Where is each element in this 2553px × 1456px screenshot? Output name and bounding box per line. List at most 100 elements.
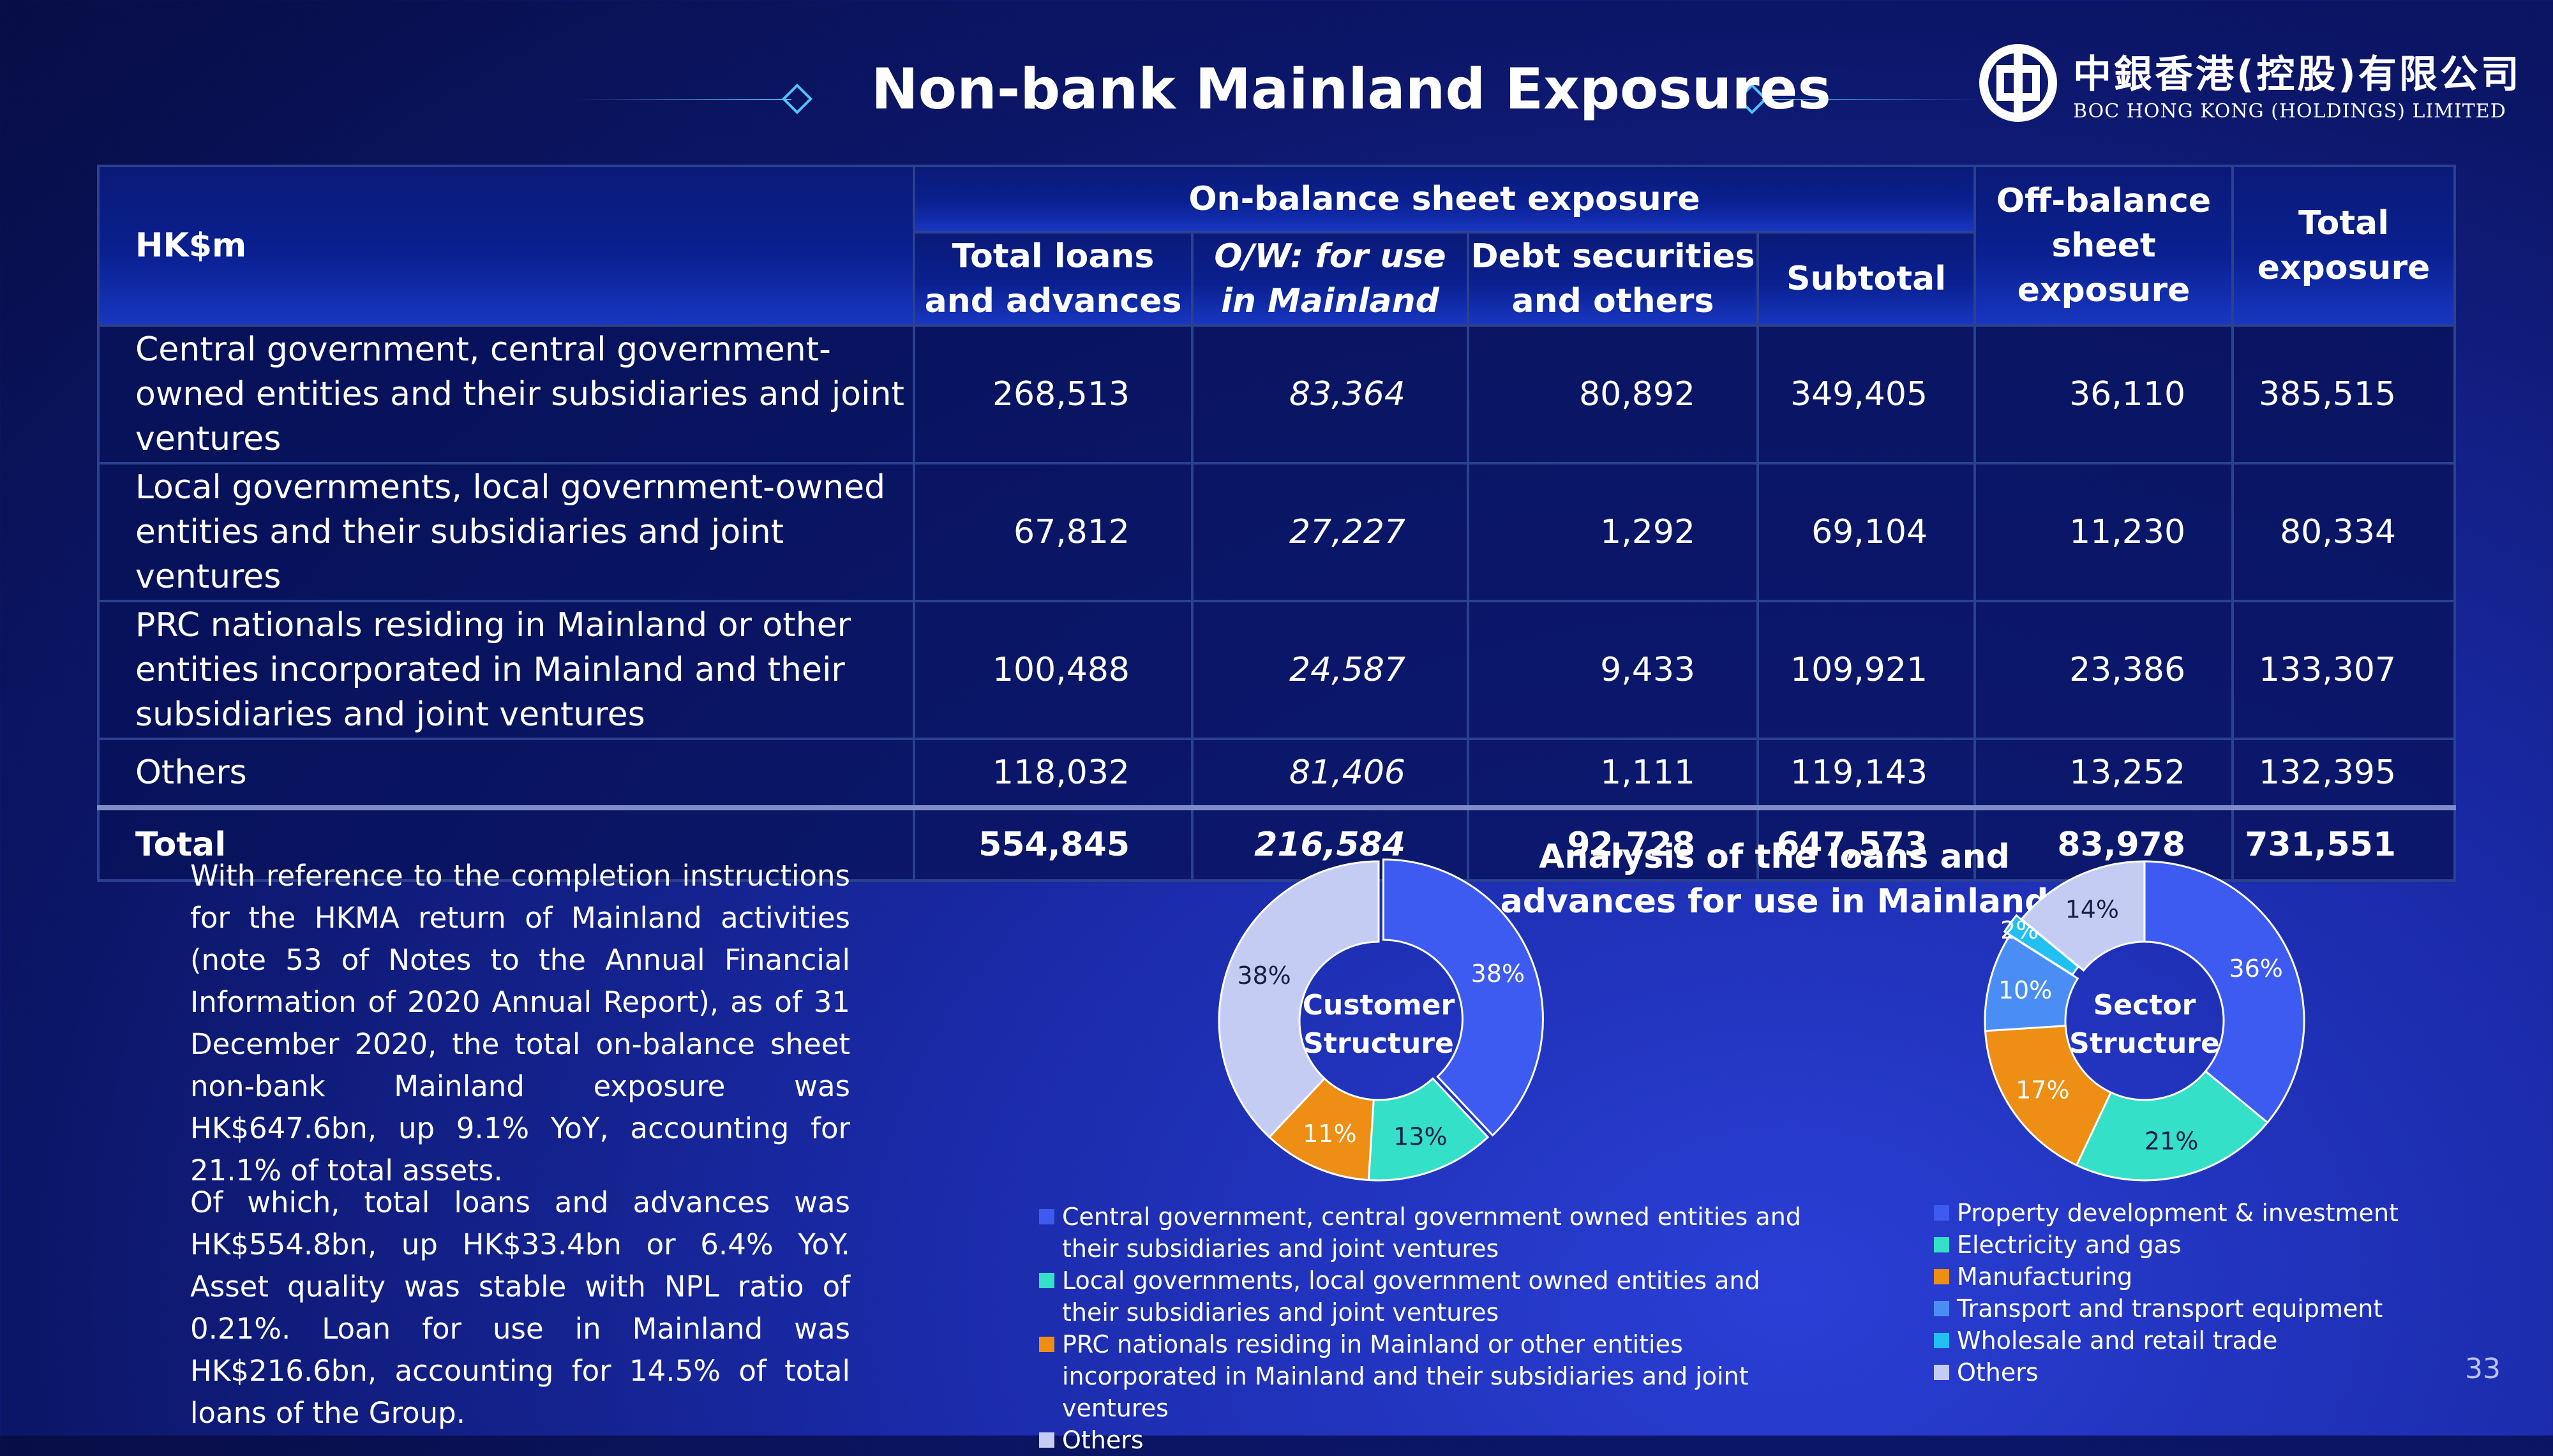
customer-structure-legend: Central government, central government o… (1039, 1201, 1818, 1456)
legend-swatch (1934, 1333, 1949, 1348)
page-title: Non-bank Mainland Exposures (871, 56, 1831, 122)
legend-swatch (1039, 1273, 1054, 1288)
legend-item: Transport and transport equipment (1934, 1293, 2457, 1325)
table-cell: 133,307 (2231, 600, 2457, 740)
table-row: Others 118,032 81,406 1,111 119,143 13,2… (97, 738, 2457, 809)
unit-header: HK$m (97, 165, 915, 327)
table-row: PRC nationals residing in Mainland or ot… (97, 600, 2457, 740)
donut-slice (1382, 858, 1544, 1137)
column-header-debt-securities: Debt securities and others (1467, 231, 1759, 327)
logo-text-chinese: 中銀香港(控股)有限公司 (2073, 52, 2522, 97)
column-header-total-loans: Total loans and advances (913, 231, 1194, 327)
row-label: Central government, central government-o… (97, 324, 915, 464)
legend-item: Local governments, local government owne… (1039, 1265, 1818, 1328)
commentary-paragraph-2: Of which, total loans and advances was H… (190, 1185, 850, 1430)
table-cell: 9,433 (1467, 600, 1759, 740)
table-cell: 554,845 (913, 805, 1194, 882)
legend-label: Electricity and gas (1957, 1231, 2182, 1259)
table-cell: 731,551 (2231, 805, 2457, 882)
row-label: Others (97, 738, 915, 809)
exposure-table: HK$m On-balance sheet exposure Off-balan… (97, 165, 2457, 882)
donut-slice (1984, 1025, 2113, 1167)
sector-structure-legend: Property development & investment Electr… (1934, 1197, 2457, 1388)
donut-center-label: Sector (2093, 989, 2196, 1021)
row-label: Total (97, 805, 915, 882)
title-decoration-left-diamond (781, 83, 813, 115)
row-label: PRC nationals residing in Mainland or ot… (97, 600, 915, 740)
table-cell: 132,395 (2231, 738, 2457, 809)
legend-item: Electricity and gas (1934, 1229, 2457, 1261)
customer-structure-donut-chart: 38% 13% 11% 38% Customer Structure (1218, 858, 1544, 1182)
table-cell: 24,587 (1191, 600, 1469, 740)
legend-swatch (1039, 1209, 1054, 1224)
table-cell: 81,406 (1191, 738, 1469, 809)
legend-item: Property development & investment (1934, 1197, 2457, 1229)
legend-swatch (1934, 1365, 1949, 1380)
legend-swatch (1039, 1337, 1054, 1352)
table-row: Central government, central government-o… (97, 324, 2457, 464)
table-cell: 647,573 (1756, 805, 1977, 882)
legend-label: Others (1062, 1426, 1144, 1454)
table-total-row: Total 554,845 216,584 92,728 647,573 83,… (97, 805, 2457, 882)
legend-swatch (1934, 1205, 1949, 1221)
table-cell: 80,334 (2231, 462, 2457, 602)
table-cell: 109,921 (1756, 600, 1977, 740)
table-cell: 1,292 (1467, 462, 1759, 602)
company-logo: 中銀香港(控股)有限公司 BOC HONG KONG (HOLDINGS) LI… (1979, 43, 2522, 123)
column-header-off-balance: Off-balance sheet exposure (1973, 165, 2235, 327)
legend-label: Local governments, local government owne… (1062, 1267, 1760, 1326)
table-cell: 268,513 (913, 324, 1194, 464)
table-cell: 100,488 (913, 600, 1194, 740)
commentary-paragraph-1: With reference to the completion instruc… (190, 859, 850, 1187)
legend-swatch (1039, 1432, 1054, 1448)
table-cell: 11,230 (1973, 462, 2235, 602)
table-cell: 92,728 (1467, 805, 1759, 882)
legend-item: Others (1934, 1356, 2457, 1388)
donut-slice (1218, 860, 1380, 1139)
legend-item: Manufacturing (1934, 1261, 2457, 1293)
legend-label: Central government, central government o… (1062, 1203, 1801, 1263)
table-cell: 23,386 (1973, 600, 2235, 740)
donut-slice (2143, 860, 2305, 1124)
legend-swatch (1934, 1301, 1949, 1316)
table-cell: 36,110 (1973, 324, 2235, 464)
logo-text-english: BOC HONG KONG (HOLDINGS) LIMITED (2073, 100, 2506, 123)
data-label: 11% (1303, 1120, 1356, 1148)
legend-item: Central government, central government o… (1039, 1201, 1818, 1265)
on-balance-group-header: On-balance sheet exposure (912, 165, 1977, 234)
legend-item: PRC nationals residing in Mainland or ot… (1039, 1328, 1818, 1424)
donut-slice (2020, 860, 2146, 972)
table-cell: 119,143 (1756, 738, 1977, 809)
donut-center-label: Structure (1303, 1027, 1454, 1060)
donut-slice (1367, 1077, 1490, 1182)
legend-item: Wholesale and retail trade (1934, 1325, 2457, 1356)
table-cell: 118,032 (913, 738, 1194, 809)
legend-label: Manufacturing (1957, 1263, 2133, 1291)
data-label: 14% (2065, 895, 2119, 923)
data-label: 36% (2229, 955, 2282, 983)
legend-label: Wholesale and retail trade (1957, 1326, 2278, 1355)
data-label: 38% (1237, 962, 1291, 990)
column-header-total-exposure: Total exposure (2231, 165, 2457, 327)
donut-center-label: Structure (2069, 1027, 2220, 1060)
table-cell: 385,515 (2231, 324, 2457, 464)
table-cell: 83,364 (1191, 324, 1469, 464)
data-label: 21% (2145, 1127, 2198, 1155)
table-cell: 80,892 (1467, 324, 1759, 464)
data-label: 10% (1998, 976, 2052, 1004)
legend-item: Others (1039, 1424, 1818, 1456)
table-cell: 349,405 (1756, 324, 1977, 464)
table-cell: 1,111 (1467, 738, 1759, 809)
table-cell: 67,812 (913, 462, 1194, 602)
donut-slice (2075, 1069, 2269, 1182)
boc-logo-icon (1979, 44, 2057, 122)
donut-center-label: Customer (1303, 989, 1455, 1021)
table-row: Local governments, local government-owne… (97, 462, 2457, 602)
data-label: 13% (1393, 1123, 1447, 1151)
title-decoration-left-line (574, 99, 791, 100)
legend-label: Others (1957, 1358, 2039, 1386)
data-label: 38% (1471, 960, 1525, 988)
legend-label: Property development & investment (1957, 1199, 2399, 1227)
column-header-subtotal: Subtotal (1756, 231, 1977, 327)
